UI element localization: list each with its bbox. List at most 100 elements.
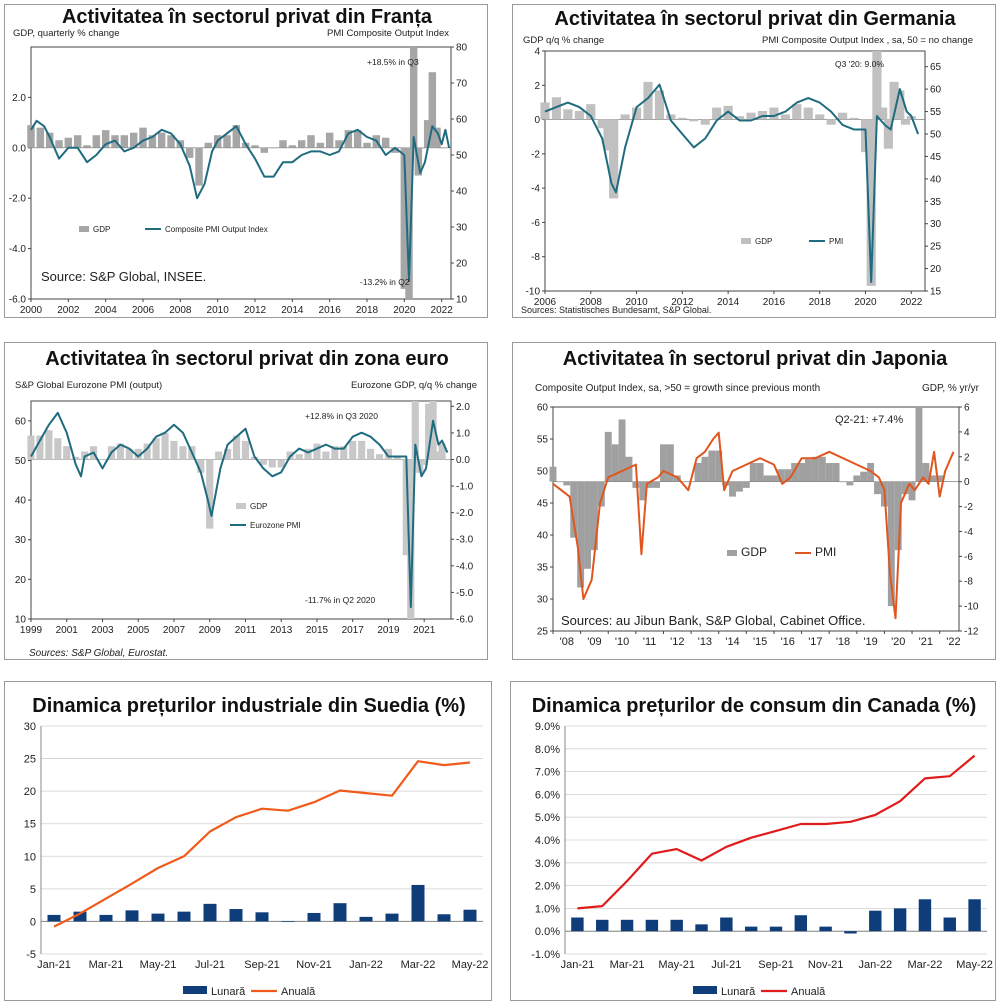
canada-x-tick-label: Jan-21 <box>561 959 595 971</box>
germany-gdp-bar <box>883 119 893 149</box>
japan-left-tick-label: 55 <box>537 435 549 446</box>
japan-x-tick-label: '09 <box>587 636 601 648</box>
eurozone-gdp-bar <box>152 438 160 460</box>
sweden-y-tick-label: 0 <box>30 916 36 928</box>
japan-x-tick-label: '12 <box>670 636 684 648</box>
eurozone-source: Sources: S&P Global, Eurostat. <box>29 648 168 659</box>
japan-left-axis-label: Composite Output Index, sa, >50 = growth… <box>535 383 820 394</box>
canada-chart-panel: Dinamica prețurilor de consum din Canada… <box>510 681 996 1001</box>
eurozone-left-tick-label: 60 <box>15 416 27 427</box>
eurozone-gdp-bar <box>143 443 151 460</box>
eurozone-gdp-bar <box>322 451 330 460</box>
eurozone-right-tick-label: 0.0 <box>456 455 470 466</box>
japan-legend-gdp-swatch <box>727 550 737 556</box>
eurozone-x-tick-label: 2017 <box>342 625 365 636</box>
canada-y-tick-label: 4.0% <box>535 835 560 847</box>
eurozone-gdp-bar <box>429 401 437 460</box>
canada-title: Dinamica prețurilor de consum din Canada… <box>532 695 977 717</box>
eurozone-gdp-bar <box>367 448 375 460</box>
sweden-monthly-bar <box>255 912 269 922</box>
eurozone-right-tick-label: -5.0 <box>456 588 474 599</box>
japan-gdp-bar <box>570 481 578 538</box>
canada-monthly-bar <box>968 899 981 932</box>
japan-gdp-bar <box>632 481 640 488</box>
france-gdp-bar <box>148 135 157 148</box>
japan-gdp-bar <box>929 475 937 482</box>
japan-gdp-bar <box>660 444 667 482</box>
eurozone-gdp-bar <box>134 448 142 460</box>
japan-gdp-bar <box>639 481 647 501</box>
canada-monthly-bar <box>943 917 956 932</box>
eurozone-gdp-bar <box>411 401 419 460</box>
france-left-axis-label: GDP, quarterly % change <box>13 28 120 39</box>
france-gdp-bar <box>83 145 91 148</box>
france-left-tick-label: -2.0 <box>9 194 27 205</box>
sweden-y-tick-label: 5 <box>30 884 36 896</box>
france-left-tick-label: -6.0 <box>9 295 27 306</box>
germany-gdp-bar <box>631 107 642 120</box>
germany-x-tick-label: 2012 <box>671 297 694 308</box>
canada-y-tick-label: 7.0% <box>535 767 560 779</box>
eurozone-gdp-bar <box>197 459 205 473</box>
france-gdp-bar <box>195 147 203 186</box>
france-x-tick-label: 2004 <box>95 305 118 316</box>
france-x-tick-label: 2020 <box>393 305 416 316</box>
eurozone-annotation: -11.7% in Q2 2020 <box>305 595 376 605</box>
sweden-monthly-bar <box>151 913 165 922</box>
germany-x-tick-label: 2020 <box>854 297 877 308</box>
france-x-tick-label: 2014 <box>281 305 304 316</box>
eurozone-gdp-bar <box>295 454 303 460</box>
japan-gdp-bar <box>722 481 730 486</box>
germany-right-axis-label: PMI Composite Output Index , sa, 50 = no… <box>762 35 973 46</box>
japan-gdp-bar <box>860 471 868 482</box>
eurozone-left-axis-label: S&P Global Eurozone PMI (output) <box>15 380 162 391</box>
france-gdp-bar <box>381 137 390 148</box>
japan-right-tick-label: 0 <box>964 477 970 488</box>
eurozone-right-tick-label: -4.0 <box>456 561 474 572</box>
sweden-chart-panel: Dinamica prețurilor industriale din Sued… <box>4 681 492 1001</box>
france-gdp-bar <box>344 130 353 148</box>
japan-gdp-bar <box>874 481 881 495</box>
germany-gdp-bar <box>603 119 613 151</box>
germany-right-tick-label: 55 <box>930 107 942 118</box>
germany-left-tick-label: -4 <box>531 184 540 195</box>
eurozone-gdp-bar <box>27 435 35 460</box>
sweden-y-tick-label: -5 <box>26 949 36 961</box>
germany-legend-gdp-swatch <box>741 238 751 244</box>
eurozone-gdp-bar <box>161 432 169 460</box>
germany-plot-frame <box>544 50 926 292</box>
japan-gdp-bar <box>825 463 833 482</box>
germany-gdp-bar <box>826 119 836 125</box>
sweden-x-tick-label: Jan-21 <box>37 959 71 971</box>
sweden-monthly-bar <box>333 903 347 922</box>
france-gdp-bar <box>353 130 362 148</box>
germany-x-tick-label: 2010 <box>625 297 648 308</box>
germany-left-axis-label: GDP q/q % change <box>523 35 604 46</box>
japan-gdp-bar <box>915 407 923 482</box>
japan-source: Sources: au Jibun Bank, S&P Global, Cabi… <box>561 613 865 628</box>
japan-x-tick-label: '19 <box>863 636 877 648</box>
japan-x-tick-label: '11 <box>643 636 657 648</box>
eurozone-gdp-bar <box>375 454 384 460</box>
france-x-tick-label: 2012 <box>244 305 267 316</box>
eurozone-x-tick-label: 2021 <box>413 625 436 636</box>
eurozone-gdp-bar <box>420 459 428 465</box>
japan-gdp-bar <box>590 481 598 551</box>
france-x-tick-label: 2002 <box>57 305 80 316</box>
sweden-monthly-bar <box>463 909 477 922</box>
france-gdp-bar <box>139 127 147 148</box>
japan-gdp-bar <box>556 481 564 483</box>
eurozone-legend-pmi-label: Eurozone PMI <box>250 521 301 530</box>
germany-left-tick-label: -8 <box>531 252 540 263</box>
eurozone-x-tick-label: 2011 <box>235 625 257 636</box>
france-right-axis-label: PMI Composite Output Index <box>327 28 449 39</box>
japan-gdp-bar <box>839 481 847 483</box>
canada-monthly-bar <box>695 924 708 932</box>
sweden-y-tick-label: 20 <box>24 786 36 798</box>
sweden-x-tick-label: Mar-21 <box>89 959 124 971</box>
germany-left-tick-label: 4 <box>534 47 540 58</box>
canada-legend-annual-label: Anuală <box>791 986 826 998</box>
germany-gdp-bar <box>574 111 584 120</box>
eurozone-gdp-bar <box>349 440 357 460</box>
germany-right-tick-label: 60 <box>930 85 942 96</box>
